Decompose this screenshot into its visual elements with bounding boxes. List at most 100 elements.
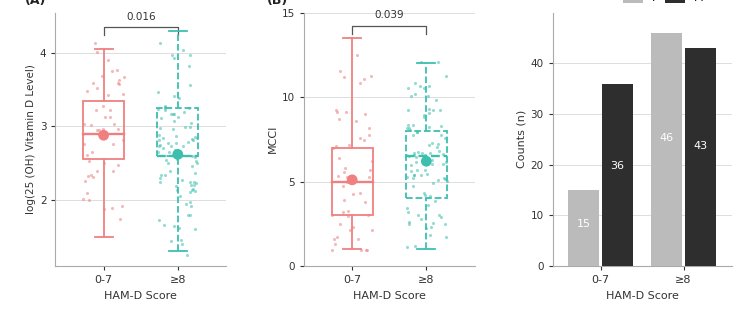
Point <box>401 126 413 131</box>
Point <box>409 80 420 85</box>
Point <box>180 202 192 207</box>
Point <box>172 152 184 157</box>
Point <box>188 183 200 188</box>
Point <box>87 175 99 180</box>
Point <box>410 160 422 165</box>
Point <box>184 190 196 195</box>
Text: 36: 36 <box>610 161 624 171</box>
Point <box>166 111 177 116</box>
Point <box>401 174 413 179</box>
Point <box>106 69 118 74</box>
Point <box>408 150 420 155</box>
Point <box>118 74 130 80</box>
Point <box>154 176 166 181</box>
Point <box>83 198 95 203</box>
Point <box>333 155 345 160</box>
Point <box>423 232 435 237</box>
Point <box>107 168 119 173</box>
Point <box>327 146 339 151</box>
Point <box>115 217 126 222</box>
Text: 43: 43 <box>693 141 707 151</box>
Point <box>334 68 346 73</box>
Text: (A): (A) <box>24 0 46 8</box>
Point <box>106 206 118 211</box>
Point <box>92 49 103 54</box>
Point <box>355 248 367 253</box>
Point <box>91 85 103 90</box>
Point <box>183 64 194 69</box>
Point <box>184 213 196 218</box>
Point <box>409 152 420 157</box>
Point <box>423 84 435 89</box>
Point <box>191 159 202 164</box>
Point <box>186 137 198 142</box>
Point <box>185 203 197 208</box>
Point <box>414 83 426 88</box>
Text: 0.039: 0.039 <box>375 10 404 20</box>
Point <box>189 155 201 160</box>
Point <box>422 203 434 208</box>
Point <box>337 183 349 188</box>
Point <box>403 222 415 227</box>
Point <box>435 214 447 219</box>
Bar <box>157 108 198 156</box>
Point <box>78 121 90 126</box>
Point <box>360 200 372 205</box>
Point <box>162 141 174 146</box>
Point <box>185 182 197 187</box>
Point <box>154 179 166 184</box>
Point <box>358 138 370 143</box>
Point <box>421 172 433 177</box>
Point <box>172 115 184 120</box>
Point <box>164 169 176 174</box>
Point <box>166 52 178 57</box>
Text: (B): (B) <box>267 0 287 8</box>
Y-axis label: MCCI: MCCI <box>268 125 278 153</box>
Point <box>112 126 123 131</box>
Point <box>98 133 109 138</box>
Point <box>174 193 186 198</box>
Point <box>441 178 453 183</box>
Point <box>432 178 444 183</box>
Point <box>81 152 93 157</box>
Bar <box>651 33 682 266</box>
Point <box>168 223 180 228</box>
Point <box>171 157 183 162</box>
Point <box>440 235 452 240</box>
Point <box>154 41 166 46</box>
Point <box>189 171 201 176</box>
Point <box>104 108 116 113</box>
Point <box>159 107 171 112</box>
Point <box>186 164 198 169</box>
Point <box>440 73 452 78</box>
Point <box>403 153 415 158</box>
Text: 15: 15 <box>576 219 590 229</box>
Point <box>422 93 434 98</box>
Point <box>405 168 417 173</box>
Point <box>331 234 343 239</box>
Point <box>402 210 414 215</box>
Point <box>92 127 104 132</box>
Point <box>338 198 350 203</box>
Point <box>112 162 124 167</box>
Point <box>347 177 358 182</box>
Point <box>439 136 451 141</box>
Point <box>186 187 198 192</box>
Point <box>77 131 89 136</box>
Point <box>191 136 202 141</box>
Point <box>176 241 188 246</box>
Point <box>409 243 420 248</box>
Point <box>411 129 423 134</box>
Point <box>433 213 445 218</box>
Text: 0.016: 0.016 <box>126 12 155 22</box>
Point <box>330 108 341 113</box>
Point <box>438 175 450 180</box>
Point <box>332 109 344 114</box>
Point <box>354 81 366 86</box>
Point <box>431 145 443 150</box>
Point <box>429 198 440 203</box>
Point <box>406 94 418 99</box>
Point <box>403 126 415 131</box>
Point <box>327 212 338 217</box>
Point <box>81 173 93 178</box>
